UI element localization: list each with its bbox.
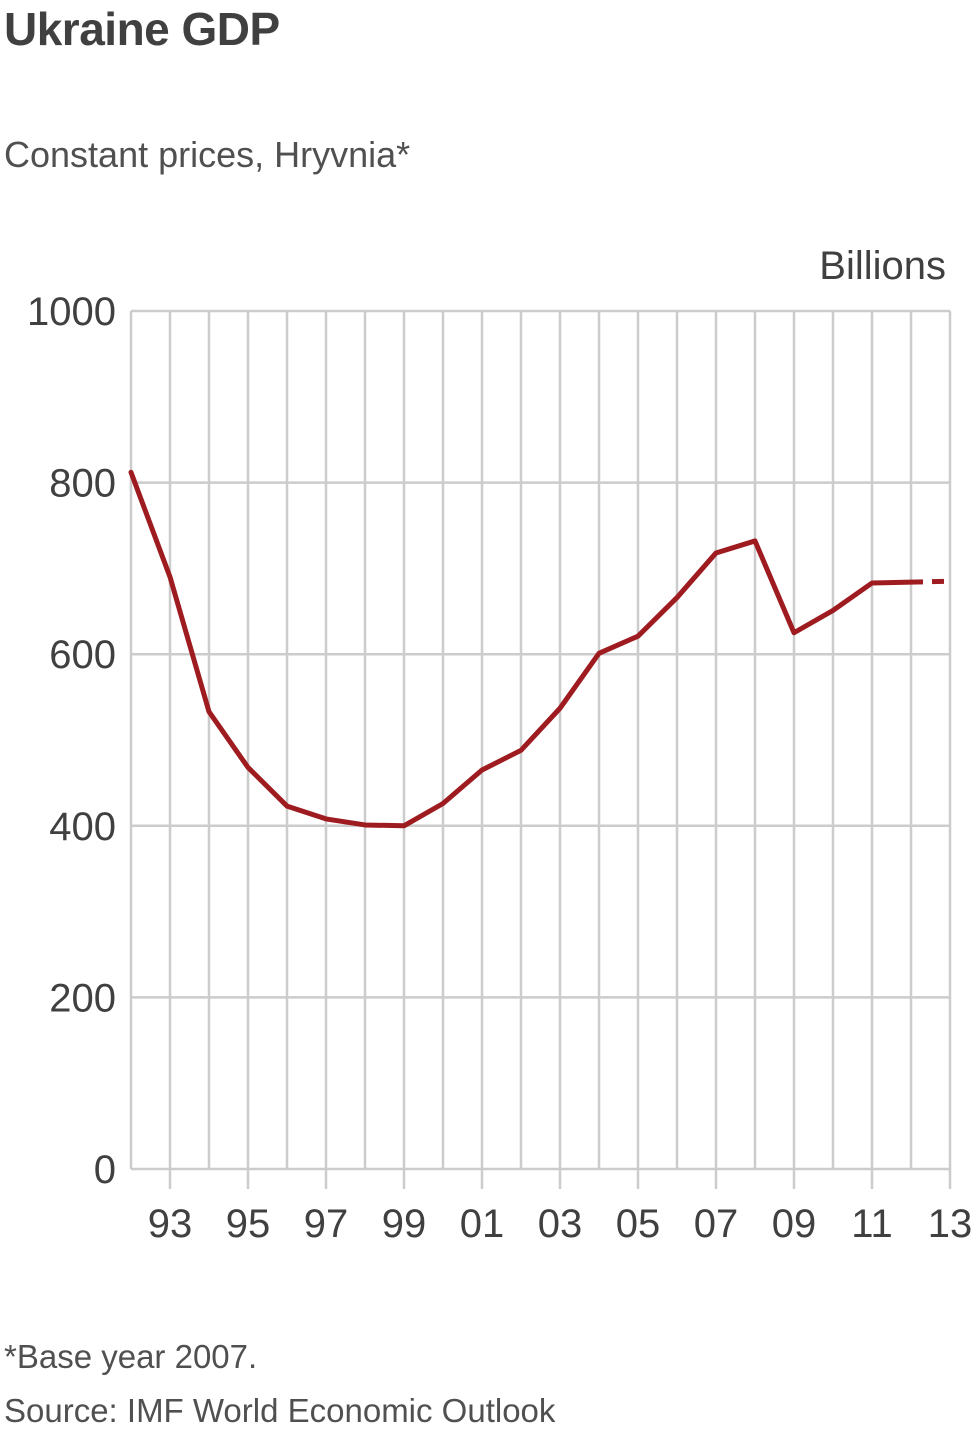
y-tick-label: 200 — [49, 976, 116, 1020]
x-tick-label: 03 — [538, 1202, 583, 1246]
y-tick-label: 1000 — [27, 290, 116, 334]
chart-title: Ukraine GDP — [4, 3, 280, 55]
x-tick-label: 05 — [616, 1202, 661, 1246]
x-tick-label: 95 — [226, 1202, 271, 1246]
y-tick-label: 800 — [49, 462, 116, 506]
x-tick-label: 13 — [928, 1202, 973, 1246]
y-tick-label: 600 — [49, 633, 116, 677]
gdp-forecast-line — [910, 578, 951, 585]
x-tick-label: 01 — [460, 1202, 505, 1246]
x-tick-label: 97 — [304, 1202, 349, 1246]
x-tick-label: 93 — [148, 1202, 193, 1246]
source-note: Source: IMF World Economic Outlook — [4, 1392, 556, 1429]
y-tick-label: 0 — [94, 1148, 116, 1192]
line-chart: 0 200 400 600 800 1000 93 95 97 99 01 03 05 07 09 11 13 — [27, 290, 973, 1246]
chart-subtitle: Constant prices, Hryvnia* — [4, 134, 411, 175]
y-axis-unit-label: Billions — [819, 244, 946, 288]
gdp-line — [128, 469, 914, 829]
x-tick-label: 11 — [851, 1202, 893, 1246]
x-tick-label: 09 — [772, 1202, 817, 1246]
x-tick-label: 99 — [382, 1202, 427, 1246]
x-tick-label: 07 — [694, 1202, 739, 1246]
y-tick-label: 400 — [49, 805, 116, 849]
footnote: *Base year 2007. — [4, 1338, 258, 1375]
